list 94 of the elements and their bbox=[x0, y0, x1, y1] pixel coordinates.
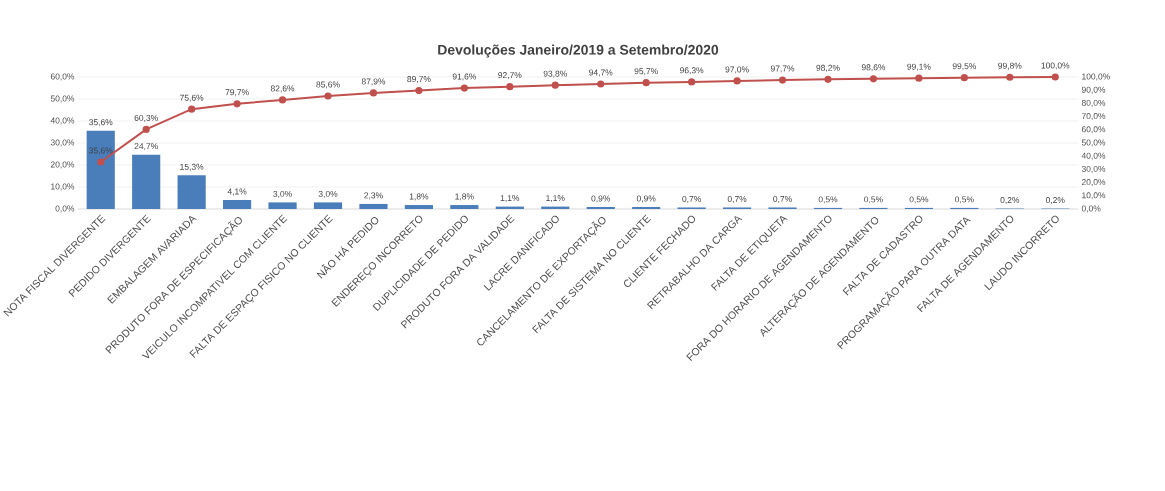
bar bbox=[450, 205, 479, 209]
data-label: 89,7% bbox=[407, 76, 431, 84]
point bbox=[778, 76, 787, 84]
bar bbox=[404, 205, 433, 209]
data-label: 0,5% bbox=[864, 196, 883, 204]
data-label: 60,3% bbox=[134, 114, 158, 122]
y2-tick-label: 70,0% bbox=[1081, 113, 1106, 121]
point bbox=[824, 75, 832, 83]
data-label: 0,5% bbox=[955, 196, 974, 204]
data-label: 98,2% bbox=[816, 64, 840, 72]
bar bbox=[86, 130, 115, 209]
chart-title: Devoluções Janeiro/2019 a Setembro/2020 bbox=[438, 44, 719, 58]
data-label: 0,7% bbox=[727, 195, 747, 203]
y-tick-label: 50,0% bbox=[50, 95, 75, 103]
data-label: 99,8% bbox=[998, 62, 1022, 70]
data-label: 0,5% bbox=[818, 196, 838, 204]
y2-tick-label: 20,0% bbox=[1081, 179, 1106, 187]
data-label: 0,2% bbox=[1045, 197, 1065, 205]
y-tick-label: 60,0% bbox=[50, 73, 75, 81]
data-label: 2,3% bbox=[364, 192, 383, 200]
data-label: 79,7% bbox=[225, 89, 249, 97]
point bbox=[1051, 73, 1059, 81]
y-tick-label: 0,0% bbox=[55, 205, 75, 213]
data-label: 94,7% bbox=[589, 69, 613, 77]
point bbox=[460, 84, 468, 92]
bar bbox=[268, 202, 297, 209]
data-label: 0,7% bbox=[682, 195, 701, 203]
data-label: 0,7% bbox=[773, 195, 792, 203]
point bbox=[188, 105, 196, 113]
data-label: 1,1% bbox=[546, 195, 565, 203]
y2-tick-label: 60,0% bbox=[1081, 126, 1106, 134]
data-label: 87,9% bbox=[361, 78, 386, 86]
data-label: 97,7% bbox=[770, 65, 795, 73]
data-label: 4,1% bbox=[227, 188, 247, 196]
point bbox=[915, 74, 923, 82]
data-label: 1,1% bbox=[500, 195, 520, 203]
data-label: 0,9% bbox=[636, 195, 656, 203]
y2-tick-label: 100,0% bbox=[1082, 73, 1110, 81]
point bbox=[97, 158, 105, 166]
bar bbox=[313, 202, 343, 209]
data-label: 24,7% bbox=[134, 143, 158, 151]
point bbox=[597, 80, 605, 88]
point bbox=[960, 74, 968, 82]
data-label: 35,6% bbox=[89, 119, 113, 127]
point bbox=[551, 81, 559, 89]
bar bbox=[132, 154, 161, 209]
y-tick-label: 10,0% bbox=[51, 183, 75, 191]
point bbox=[278, 96, 287, 104]
point bbox=[369, 89, 378, 97]
data-label: 3,0% bbox=[273, 190, 292, 198]
y2-tick-label: 0,0% bbox=[1081, 205, 1101, 213]
y-tick-label: 20,0% bbox=[50, 161, 75, 169]
point bbox=[415, 86, 423, 95]
data-label: 0,2% bbox=[1000, 197, 1020, 205]
point bbox=[506, 83, 514, 91]
data-label: 85,6% bbox=[316, 81, 340, 89]
y2-tick-label: 40,0% bbox=[1081, 152, 1106, 160]
data-label: 92,7% bbox=[498, 72, 522, 80]
data-label: 82,6% bbox=[270, 85, 295, 93]
data-label: 91,6% bbox=[452, 73, 477, 81]
data-label: 1,8% bbox=[409, 193, 429, 201]
point bbox=[142, 125, 150, 133]
data-label: 75,6% bbox=[180, 94, 204, 102]
data-label: 99,5% bbox=[952, 63, 977, 71]
data-label: 35,6% bbox=[89, 147, 113, 155]
data-label: 96,3% bbox=[680, 67, 704, 75]
data-label: 97,0% bbox=[725, 66, 749, 74]
data-label: 0,5% bbox=[909, 196, 929, 204]
bar bbox=[223, 199, 252, 209]
data-label: 100,0% bbox=[1041, 62, 1070, 70]
point bbox=[642, 79, 650, 87]
data-label: 1,8% bbox=[455, 193, 474, 201]
point bbox=[1006, 73, 1014, 81]
point bbox=[688, 78, 696, 86]
bar bbox=[177, 175, 206, 209]
point bbox=[869, 75, 878, 83]
y2-tick-label: 30,0% bbox=[1081, 165, 1106, 173]
point bbox=[733, 77, 741, 85]
data-label: 95,7% bbox=[634, 68, 658, 76]
data-label: 98,6% bbox=[861, 64, 886, 72]
y2-tick-label: 80,0% bbox=[1081, 99, 1106, 107]
data-label: 93,8% bbox=[543, 70, 567, 78]
bar bbox=[359, 203, 388, 209]
y2-tick-label: 90,0% bbox=[1081, 86, 1106, 94]
data-label: 15,3% bbox=[180, 163, 204, 171]
data-label: 99,1% bbox=[907, 63, 931, 71]
y-tick-label: 40,0% bbox=[50, 117, 75, 125]
y2-tick-label: 10,0% bbox=[1082, 192, 1106, 200]
data-label: 0,9% bbox=[591, 195, 611, 203]
point bbox=[233, 100, 241, 108]
y2-tick-label: 50,0% bbox=[1081, 139, 1106, 147]
y-tick-label: 30,0% bbox=[50, 139, 75, 147]
point bbox=[324, 92, 332, 100]
data-label: 3,0% bbox=[318, 190, 338, 198]
